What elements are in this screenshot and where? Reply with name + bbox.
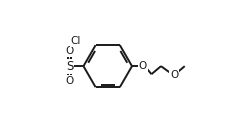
Text: S: S [66, 60, 74, 73]
Text: Cl: Cl [71, 36, 81, 46]
Text: O: O [66, 46, 74, 56]
Text: O: O [66, 76, 74, 86]
Text: O: O [170, 70, 178, 80]
Text: O: O [139, 61, 147, 71]
